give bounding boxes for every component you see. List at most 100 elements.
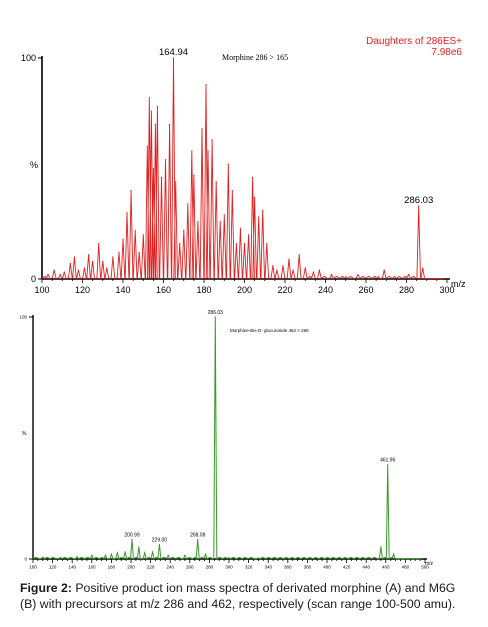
panel-b-peak-point [131, 539, 133, 541]
panel-a-x-tick-label: 120 [75, 285, 90, 295]
panel-a-peak-point [345, 276, 347, 278]
panel-a-peak-point [63, 271, 65, 273]
panel-a-peak-point [146, 145, 148, 147]
panel-a-peak-point [205, 83, 207, 86]
panel-b-y-axis-label: % [22, 431, 27, 437]
panel-b-spectrum-trace [32, 316, 422, 560]
panel-a-peak-point [357, 273, 359, 276]
panel-a-peak-point [298, 254, 300, 256]
panel-b-peak-point [387, 464, 389, 466]
panel-b-peak-point [124, 551, 126, 553]
panel-a-peak-point [118, 251, 120, 254]
panel-a-peak-point [172, 57, 175, 59]
panel-a-peak-point [106, 267, 108, 269]
panel-b-peak-label: 268.08 [190, 533, 206, 539]
panel-b-x-tick-label: 320 [245, 565, 253, 570]
panel-b-x-tick-label: 200 [127, 565, 135, 570]
panel-a-peak-point [156, 106, 159, 108]
panel-a-peak-point [112, 256, 114, 258]
panel-b-x-tick-label: 440 [362, 565, 370, 570]
panel-b-y-tick-label: 100 [19, 315, 27, 320]
panel-b-peak-label: 200.99 [124, 533, 140, 539]
panel-a-peak-point [219, 220, 221, 223]
panel-b-x-tick-label: 420 [343, 565, 351, 570]
chart-panel-b: Morphine-Bis-D- glucuronide 462 > 286 % … [19, 310, 434, 570]
panel-b-x-tick-label: 220 [147, 565, 155, 570]
panel-a-peak-point [193, 174, 195, 176]
panel-a-peak-point [282, 265, 284, 267]
panel-b-x-tick-label: 180 [108, 565, 116, 570]
panel-a-peak-point [407, 273, 410, 276]
panel-a-peak-point [262, 209, 264, 212]
panel-a-peak-point [258, 216, 260, 218]
panel-a-peak-point [330, 273, 333, 276]
panel-b-peak-point [76, 555, 78, 558]
panel-b-x-tick-label: 380 [304, 565, 312, 570]
panel-a-peak-point [191, 150, 193, 152]
panel-a-x-tick-label: 140 [115, 285, 130, 295]
panel-b-x-tick-label: 460 [382, 565, 390, 570]
panel-a-peak-point [243, 243, 246, 245]
panel-b-peak-point [184, 554, 186, 556]
panel-a-peak-point [223, 214, 225, 216]
panel-b-y-tick-label: 0 [24, 557, 27, 562]
panel-a-peak-point [83, 267, 86, 269]
panel-b-x-tick-label: 500 [421, 565, 429, 570]
panel-b-x-tick-label: 280 [206, 565, 214, 570]
panel-a-peak-point [288, 258, 290, 260]
panel-b-peak-point [116, 552, 118, 554]
panel-a-peak-point [164, 159, 167, 161]
panel-b-x-tick-label: 360 [284, 565, 292, 570]
panel-a-peak-point [152, 167, 154, 170]
panel-a-x-tick-label: 300 [439, 285, 454, 295]
panel-a-peak-point [266, 243, 268, 245]
panel-a-peak-point [276, 269, 278, 271]
panel-b-peak-point [197, 539, 199, 541]
panel-a-peak-point [77, 269, 80, 271]
panel-a-peak-point [239, 227, 242, 229]
panel-a-peak-point [215, 181, 217, 183]
panel-b-peak-point [380, 546, 382, 548]
panel-a-peak-point [53, 269, 55, 271]
panel-a-peak-point [130, 190, 132, 192]
panel-a-peak-point [422, 267, 424, 269]
panel-b-x-tick-label: 140 [68, 565, 76, 570]
panel-b-x-axis-label: m/z [425, 561, 434, 567]
panel-a-peak-point [134, 229, 136, 231]
panel-a-header-line-2: 7.98e6 [431, 47, 462, 58]
panel-a-peak-point [126, 212, 128, 214]
panel-b-peak-point [138, 546, 140, 548]
panel-b-peak-point [59, 556, 62, 559]
panel-b-peak-point [167, 554, 169, 556]
panel-a-x-tick-label: 260 [358, 285, 373, 295]
panel-a-peak-point [122, 238, 124, 240]
panel-b-peak-point [91, 554, 93, 556]
panel-a-y-tick-label: 0 [31, 274, 36, 284]
panel-a-peak-point [254, 196, 256, 198]
chart-panel-a: Daughters of 286ES+ 7.98e6 Morphine 286 … [21, 36, 466, 295]
panel-b-peak-point [110, 553, 112, 555]
panel-a-x-tick-label: 160 [156, 285, 171, 295]
panel-a-peak-point [175, 181, 177, 183]
panel-a-peak-point [304, 267, 306, 269]
panel-a-peak-label: 286.03 [404, 195, 433, 206]
panel-a-peak-point [252, 176, 254, 178]
caption-label: Figure 2: [20, 581, 72, 595]
panel-a-x-axis-label: m/z [451, 279, 466, 289]
panel-a-peak-point [87, 254, 90, 256]
panel-b-x-tick-label: 160 [88, 565, 96, 570]
panel-b-peak-label: 286.03 [208, 310, 224, 316]
panel-a-peak-point [98, 243, 100, 245]
panel-a-peak-point [138, 251, 140, 254]
panel-b-x-tick-label: 340 [264, 565, 272, 570]
panel-b-x-tick-label: 100 [29, 565, 37, 570]
panel-a-x-tick-label: 180 [196, 285, 211, 295]
panel-a-peak-point [231, 190, 233, 192]
panel-a-peak-point [179, 243, 181, 245]
panel-a-peak-point [69, 262, 71, 265]
panel-b-peak-point [214, 316, 216, 318]
panel-b-peak-point [228, 557, 230, 559]
panel-a-peak-point [197, 220, 199, 223]
panel-a-peak-point [142, 234, 144, 236]
figure-caption: Figure 2: Positive product ion mass spec… [20, 580, 470, 612]
